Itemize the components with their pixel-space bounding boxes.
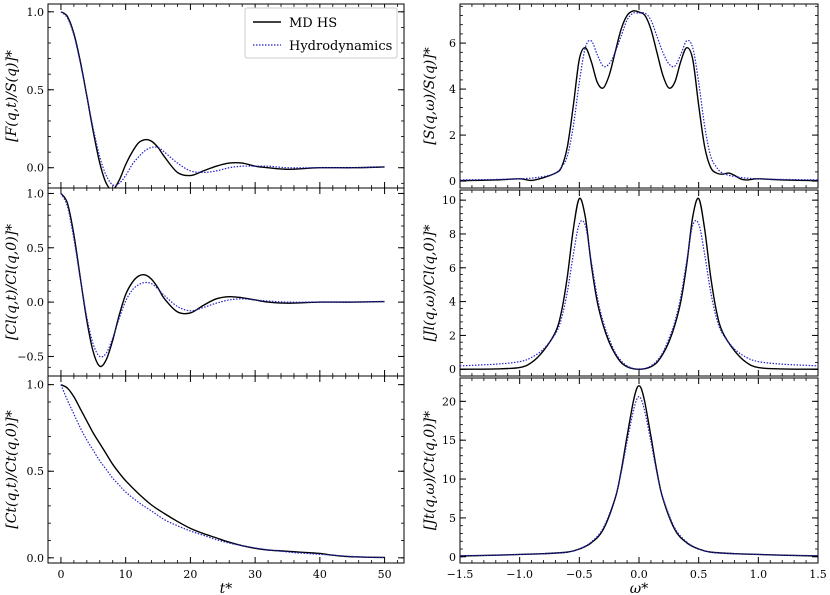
y-tick-label: 4 [449, 296, 456, 309]
y-axis-label: [Jl(q,ω)/Cl(q,0)]* [422, 225, 438, 342]
series-md-hs-line [460, 385, 818, 557]
y-ticks: 0 2 4 6 8 10 [442, 192, 818, 376]
plot-frame [47, 375, 405, 564]
series-md-hs-line [60, 384, 385, 559]
series-hydrodynamics-line [60, 384, 385, 559]
legend-box [244, 7, 398, 59]
y-axis-label: [S(q,ω)/S(q)]* [422, 47, 438, 144]
x-tick-label: 50 [378, 568, 392, 581]
y-ticks: 0 2 4 6 [449, 5, 818, 188]
series-layer [60, 11, 385, 188]
x-axis-label: t* [220, 581, 233, 595]
y-tick-label: 1.0 [27, 6, 45, 19]
x-ticks: 0 10 20 30 40 50 [47, 376, 398, 581]
y-tick-label: 0 [449, 363, 456, 376]
x-tick-label: 0 [57, 568, 64, 581]
panel-Jl: 0 2 4 6 8 10 [Jl(q,ω)/Cl(q,0)]* [422, 189, 819, 377]
y-tick-label: 0.5 [27, 84, 45, 97]
series-layer [60, 192, 385, 368]
y-tick-label: 6 [449, 37, 456, 50]
y-axis-label: [Cl(q,t)/Cl(q,0)]* [4, 224, 20, 340]
x-ticks [459, 4, 819, 188]
series-hydrodynamics-line [60, 193, 385, 358]
y-ticks: 0.0 0.5 1.0 [27, 379, 404, 565]
panel-S: 0 2 4 6 [S(q,ω)/S(q)]* [422, 3, 819, 189]
legend-hydrodynamics-label: Hydrodynamics [289, 39, 392, 54]
y-tick-label: 6 [449, 262, 456, 275]
series-hydrodynamics-line [460, 12, 818, 181]
y-tick-label: 8 [449, 228, 456, 241]
y-axis-label: [Jt(q,ω)/Ct(q,0)]* [422, 411, 438, 530]
y-tick-label: 0.0 [27, 162, 45, 175]
y-tick-label: 10 [442, 473, 456, 486]
legend: MD HS Hydrodynamics [244, 7, 398, 59]
x-tick-label: 20 [183, 568, 197, 581]
x-tick-label: 30 [248, 568, 262, 581]
series-layer [60, 384, 385, 559]
y-tick-label: 15 [442, 434, 456, 447]
y-tick-label: 2 [449, 129, 456, 142]
y-tick-label: 0.0 [27, 552, 45, 565]
y-tick-label: 0.5 [27, 465, 45, 478]
y-tick-label: 2 [449, 329, 456, 342]
x-tick-label: −1.0 [506, 568, 533, 581]
y-ticks: 0 5 10 15 20 [442, 377, 818, 564]
y-tick-label: 0.0 [27, 296, 45, 309]
x-tick-label: 10 [119, 568, 133, 581]
y-tick-label: 0 [449, 175, 456, 188]
y-tick-label: 1.0 [27, 187, 45, 200]
series-hydrodynamics-line [460, 219, 818, 370]
y-ticks: −0.5 0.0 0.5 1.0 [17, 187, 404, 368]
y-axis-label: [Ct(q,t)/Ct(q,0)]* [4, 410, 20, 529]
x-tick-label: 1.0 [750, 568, 768, 581]
x-ticks [47, 4, 398, 188]
x-tick-label: 40 [313, 568, 327, 581]
y-tick-label: −0.5 [17, 350, 44, 363]
panel-Ct: 0 10 20 30 40 50 0.0 0.5 1.0 [Ct(q,t)/Ct(q,0)]* t* [4, 375, 405, 595]
y-tick-label: 0 [449, 551, 456, 564]
panel-Jt: −1.5 −1.0 −0.5 0.0 0.5 1.0 1.5 0 5 10 15 20 [Jt(q,ω)… [422, 377, 827, 595]
panel-Cl: −0.5 0.0 0.5 1.0 [Cl(q,t)/Cl(q,0)]* [4, 187, 405, 377]
y-tick-label: 10 [442, 194, 456, 207]
series-hydrodynamics-line [460, 396, 818, 557]
x-tick-label: −1.5 [447, 568, 474, 581]
series-md-hs-line [460, 197, 818, 370]
series-md-hs-line [460, 10, 818, 182]
plot-frame [459, 189, 819, 377]
legend-md-hs-label: MD HS [289, 16, 337, 31]
y-ticks: 0.0 0.5 1.0 [27, 6, 404, 184]
x-tick-label: 0.5 [690, 568, 708, 581]
y-tick-label: 1.0 [27, 379, 45, 392]
y-tick-label: 20 [442, 395, 456, 408]
x-tick-label: 0.0 [630, 568, 648, 581]
plot-frame [459, 3, 819, 189]
series-layer [460, 197, 818, 370]
x-tick-label: 1.5 [809, 568, 827, 581]
y-tick-label: 4 [449, 83, 456, 96]
x-ticks: −1.5 −1.0 −0.5 0.0 0.5 1.0 1.5 [447, 378, 827, 581]
series-md-hs-line [60, 192, 385, 368]
series-hydrodynamics-line [60, 11, 385, 187]
x-ticks [47, 188, 398, 376]
plot-frame [47, 187, 405, 377]
y-tick-label: 0.5 [27, 242, 45, 255]
y-tick-label: 5 [449, 512, 456, 525]
plot-frame [459, 377, 819, 564]
y-axis-label: [F(q,t)/S(q)]* [4, 50, 20, 142]
series-md-hs-line [60, 11, 385, 188]
series-layer [460, 10, 818, 182]
series-layer [460, 385, 818, 557]
x-axis-label: ω* [630, 581, 648, 595]
x-ticks [459, 190, 819, 376]
x-tick-label: −0.5 [566, 568, 593, 581]
